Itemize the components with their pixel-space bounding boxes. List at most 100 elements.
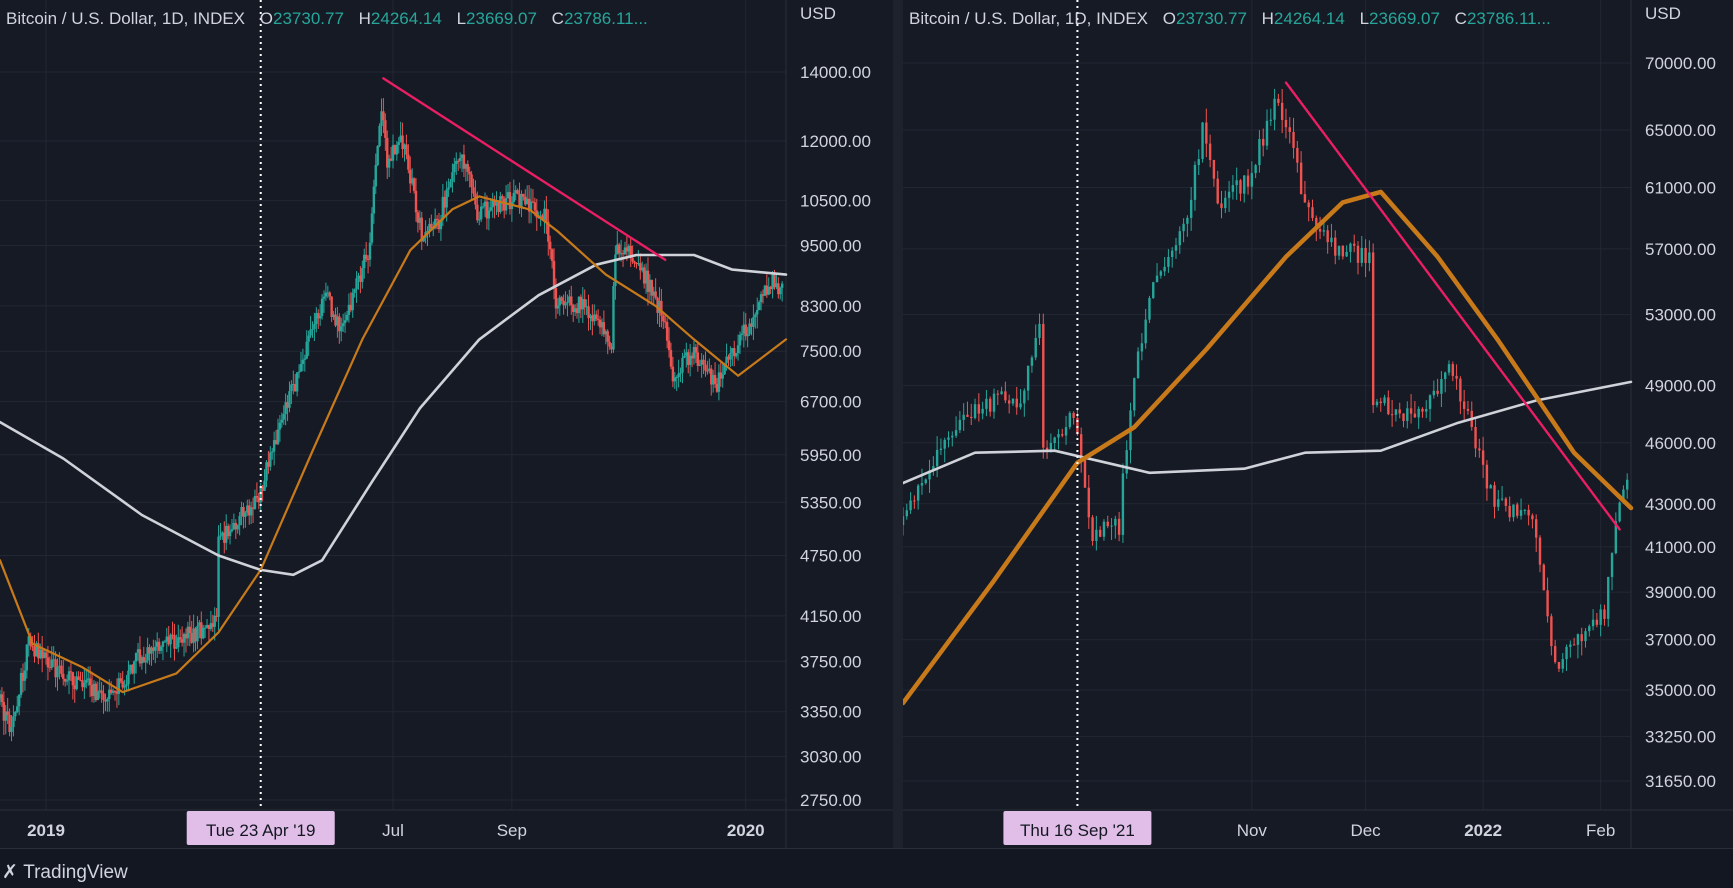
trendline bbox=[1284, 81, 1621, 531]
candle-down bbox=[476, 204, 479, 221]
candle-down bbox=[587, 306, 590, 319]
candle-up bbox=[1375, 401, 1379, 406]
candle-down bbox=[550, 249, 554, 261]
candle-down bbox=[706, 370, 709, 372]
candle-down bbox=[660, 300, 663, 316]
candle-down bbox=[8, 715, 11, 732]
candle-down bbox=[671, 366, 675, 382]
candle-down bbox=[215, 615, 218, 617]
candle-down bbox=[610, 346, 613, 350]
candle-up bbox=[1269, 119, 1272, 121]
candle-up bbox=[478, 219, 481, 221]
candle-up bbox=[17, 694, 21, 707]
candle-down bbox=[412, 178, 416, 191]
candle-down bbox=[317, 313, 320, 319]
open-label: O bbox=[259, 9, 273, 28]
candle-down bbox=[715, 383, 719, 392]
candle-down bbox=[1531, 515, 1534, 520]
candle-up bbox=[1026, 365, 1030, 391]
candle-down bbox=[549, 241, 552, 250]
y-tick-label: 41000.00 bbox=[1645, 538, 1716, 557]
candle-up bbox=[1591, 619, 1595, 627]
candle-down bbox=[560, 297, 563, 301]
candle-down bbox=[656, 297, 659, 313]
candle-down bbox=[184, 633, 188, 639]
candle-down bbox=[552, 260, 556, 289]
left-chart-panel[interactable]: USD 14000.00 12000.00 10500.00 9500.00 8300.0… bbox=[0, 0, 893, 848]
candle-down bbox=[497, 202, 500, 212]
candle-down bbox=[1098, 529, 1102, 537]
candle-down bbox=[1535, 519, 1538, 538]
candle-down bbox=[621, 253, 625, 255]
candle-up bbox=[12, 716, 15, 728]
candle-up bbox=[1197, 159, 1200, 165]
panel-divider[interactable] bbox=[893, 0, 903, 848]
candle-down bbox=[407, 154, 410, 170]
candle-up bbox=[1174, 245, 1178, 251]
candle-down bbox=[646, 270, 650, 292]
open-value: 23730.77 bbox=[273, 9, 344, 28]
candle-down bbox=[1311, 207, 1314, 218]
candle-down bbox=[40, 649, 44, 659]
candle-up bbox=[295, 372, 299, 392]
candle-up bbox=[1497, 499, 1500, 507]
candle-up bbox=[453, 164, 456, 173]
candle-up bbox=[1243, 175, 1246, 194]
candle-up bbox=[1610, 553, 1614, 577]
candle-up bbox=[85, 679, 88, 683]
candle-down bbox=[257, 497, 261, 503]
candle-down bbox=[1538, 537, 1542, 565]
candle-up bbox=[1053, 437, 1056, 444]
right-chart-header: Bitcoin / U.S. Dollar, 1D, INDEX O23730.… bbox=[909, 9, 1551, 29]
left-chart-canvas[interactable]: USD 14000.00 12000.00 10500.00 9500.00 8300.0… bbox=[0, 0, 893, 848]
symbol-label: Bitcoin / U.S. Dollar, 1D, INDEX bbox=[6, 9, 246, 28]
candle-down bbox=[393, 145, 397, 155]
candle-up bbox=[236, 525, 239, 530]
candle-down bbox=[77, 676, 80, 680]
left-chart-header: Bitcoin / U.S. Dollar, 1D, INDEX O23730.… bbox=[6, 9, 648, 29]
candle-up bbox=[1569, 644, 1572, 647]
candle-up bbox=[129, 664, 132, 671]
y-tick-label: 12000.00 bbox=[800, 132, 871, 151]
tradingview-logo[interactable]: ✗ TradingView bbox=[2, 861, 128, 884]
right-chart-canvas[interactable]: USD 70000.00 65000.00 61000.00 57000.00 53000… bbox=[903, 0, 1733, 848]
price-axis: USD 14000.00 12000.00 10500.00 9500.00 8300.0… bbox=[800, 4, 871, 810]
candle-down bbox=[1527, 509, 1530, 516]
candle-up bbox=[1189, 199, 1193, 218]
candle-down bbox=[1307, 202, 1310, 208]
candle-up bbox=[1622, 489, 1625, 503]
candle-up bbox=[708, 368, 711, 371]
candle-down bbox=[1371, 252, 1375, 406]
candle-down bbox=[501, 196, 504, 199]
candle-up bbox=[387, 158, 391, 168]
candle-up bbox=[679, 372, 682, 374]
candle-down bbox=[1284, 119, 1288, 128]
candle-down bbox=[255, 496, 259, 498]
candle-up bbox=[292, 384, 295, 386]
candle-up bbox=[763, 285, 767, 296]
candle-up bbox=[589, 315, 592, 319]
candle-up bbox=[1383, 397, 1386, 404]
candle-up bbox=[637, 263, 640, 265]
low-value: 23669.07 bbox=[466, 9, 537, 28]
candle-down bbox=[366, 258, 370, 260]
candle-down bbox=[650, 279, 654, 296]
candle-up bbox=[14, 711, 17, 717]
candle-down bbox=[1553, 646, 1557, 662]
candle-up bbox=[1345, 251, 1348, 257]
low-value: 23669.07 bbox=[1369, 9, 1440, 28]
candle-down bbox=[69, 671, 73, 673]
y-tick-label: 70000.00 bbox=[1645, 54, 1716, 73]
candle-up bbox=[731, 348, 734, 353]
candle-up bbox=[284, 402, 287, 415]
right-chart-panel[interactable]: USD 70000.00 65000.00 61000.00 57000.00 53000… bbox=[903, 0, 1733, 848]
candle-down bbox=[466, 164, 469, 172]
candle-down bbox=[386, 137, 389, 168]
candle-up bbox=[1030, 357, 1034, 366]
candle-down bbox=[435, 218, 439, 221]
open-label: O bbox=[1162, 9, 1176, 28]
candle-down bbox=[694, 347, 698, 353]
candle-up bbox=[340, 326, 343, 332]
candle-up bbox=[717, 372, 721, 392]
candle-up bbox=[253, 496, 257, 509]
